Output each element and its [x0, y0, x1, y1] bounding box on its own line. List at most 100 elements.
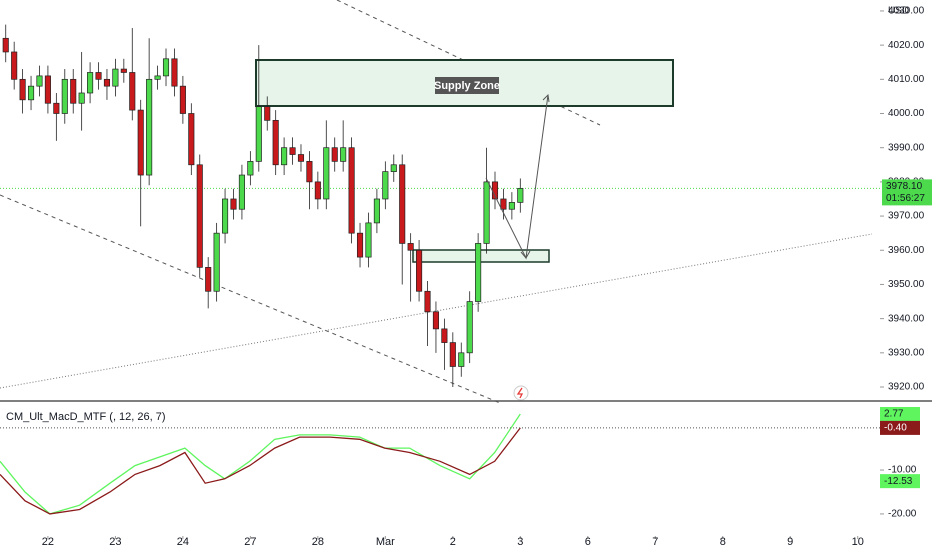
- candle-body: [373, 198, 380, 224]
- y-tick-label: 3960.00: [888, 245, 925, 256]
- candle-body: [162, 58, 170, 77]
- candle-body: [27, 85, 35, 101]
- x-tick-label: 9: [787, 536, 793, 548]
- candle-body: [416, 249, 423, 292]
- y-tick-label: 3920.00: [888, 382, 925, 393]
- candle-body: [44, 75, 51, 104]
- candle-body: [205, 267, 212, 292]
- value-tag: [880, 406, 920, 421]
- candle-body: [323, 147, 330, 200]
- candle-body: [314, 181, 321, 200]
- candle-body: [340, 147, 347, 162]
- candle-body: [154, 75, 161, 80]
- candle-body: [407, 243, 414, 251]
- candle-body: [365, 222, 372, 258]
- candle-body: [264, 106, 271, 121]
- y-tick-label: 3970.00: [888, 211, 925, 222]
- x-tick-label: 28: [312, 536, 324, 548]
- marks: 22 23 24 27 28 Mar 2 3 6 7 8 9 103920.003930.003940.…: [0, 6, 932, 548]
- x-tick-label: Mar: [376, 536, 395, 548]
- candle-body: [171, 58, 178, 87]
- candle-body: [441, 328, 448, 343]
- candle-body: [78, 92, 85, 104]
- y-tick-label: 3990.00: [888, 142, 925, 153]
- value-tag: [880, 474, 920, 489]
- candle-body: [247, 161, 254, 176]
- candle-body: [146, 78, 153, 176]
- candle-body: [508, 202, 515, 210]
- candle-body: [432, 311, 440, 330]
- y-tick-label: -20.00: [888, 509, 917, 520]
- candle-body: [331, 147, 338, 162]
- candle-body: [348, 147, 355, 234]
- candle-body: [466, 301, 473, 354]
- candle-body: [213, 232, 220, 292]
- candle-body: [255, 106, 262, 162]
- annotation-box: [435, 77, 499, 94]
- candle-body: [230, 198, 237, 210]
- y-tick-label: 4000.00: [888, 108, 925, 119]
- trend-line: [0, 233, 873, 389]
- candle-body: [95, 72, 102, 80]
- y-tick-label: 4020.00: [888, 40, 925, 51]
- candle-body: [390, 164, 397, 172]
- candle-body: [103, 78, 111, 87]
- x-tick-label: 3: [517, 536, 523, 548]
- x-tick-label: 7: [652, 536, 658, 548]
- value-tag: [880, 420, 920, 435]
- y-tick-label: 4030.00: [888, 6, 925, 17]
- currency: USD: [888, 6, 909, 17]
- candle-body: [500, 198, 507, 210]
- macd-line: [0, 427, 521, 515]
- candle-body: [449, 342, 456, 367]
- event-icon[interactable]: [513, 385, 529, 401]
- x-tick-label: 27: [244, 536, 256, 548]
- y-tick-label: 4010.00: [888, 74, 925, 85]
- candle-body: [188, 113, 195, 166]
- candle-body: [120, 68, 127, 73]
- x-tick-label: 8: [720, 536, 726, 548]
- candle-body: [517, 188, 524, 203]
- candle-body: [281, 147, 288, 166]
- y-tick-label: -10.00: [888, 465, 917, 476]
- candle-body: [458, 352, 465, 367]
- candle-body: [196, 164, 203, 268]
- arrow-head: [520, 250, 531, 259]
- x-tick-label: 24: [177, 536, 189, 548]
- price-tag-label: 3978.10: [886, 181, 923, 192]
- arrow-head: [542, 93, 550, 103]
- x-tick-label: 10: [852, 536, 864, 548]
- candle-body: [356, 232, 364, 258]
- candle-body: [483, 181, 490, 244]
- x-tick-label: 2: [450, 536, 456, 548]
- candle-body: [238, 174, 245, 210]
- candle-body: [289, 147, 296, 155]
- candle-body: [61, 78, 68, 114]
- price-tag: [882, 179, 932, 206]
- candle-body: [306, 161, 313, 183]
- candle-body: [36, 75, 43, 87]
- candle-body: [11, 51, 18, 80]
- countdown: 01:56:27: [886, 193, 925, 204]
- candle-body: [19, 78, 26, 101]
- candle-body: [272, 119, 279, 166]
- candle-body: [112, 68, 119, 87]
- candle-body: [222, 198, 229, 234]
- candle-body: [424, 290, 431, 313]
- candle-body: [382, 171, 389, 200]
- y-tick-label: 3950.00: [888, 279, 925, 290]
- candle-body: [297, 154, 305, 162]
- value-tag-label: -12.53: [884, 476, 913, 487]
- x-tick-label: 6: [585, 536, 591, 548]
- annotation: Supply Zone: [434, 80, 500, 92]
- y-tick-label: 3940.00: [888, 313, 925, 324]
- x-tick-label: 22: [42, 536, 54, 548]
- candle-body: [129, 72, 136, 111]
- event-icon: [516, 387, 524, 399]
- candle-body: [53, 102, 60, 114]
- candle-body: [399, 164, 406, 244]
- candle-body: [475, 243, 482, 302]
- candle-body: [2, 37, 9, 53]
- value-tag-label: 2.77: [884, 409, 904, 420]
